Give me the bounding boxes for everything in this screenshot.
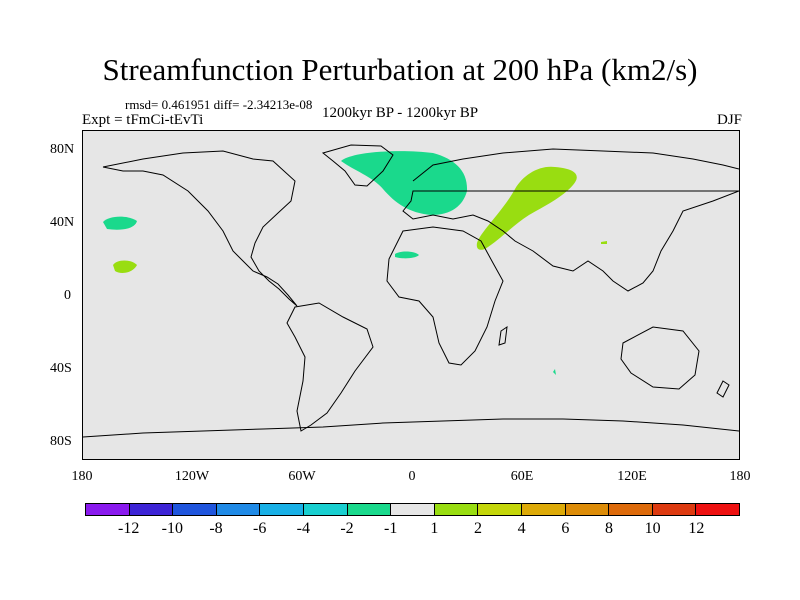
coast-south-america bbox=[286, 302, 374, 432]
x-tick-label: 60W bbox=[288, 469, 316, 484]
colorbar-box bbox=[216, 504, 261, 515]
colorbar-box bbox=[565, 504, 610, 515]
stats-line: rmsd= 0.461951 diff= -2.34213e-08 bbox=[125, 97, 313, 112]
region-indian-ocean bbox=[553, 369, 556, 375]
chart-title: Streamfunction Perturbation at 200 hPa (… bbox=[102, 52, 698, 87]
colorbar-box bbox=[391, 504, 435, 515]
y-tick-label: 80N bbox=[50, 142, 75, 157]
colorbar-box bbox=[347, 504, 392, 515]
coast-madagascar bbox=[498, 325, 508, 346]
x-tick-label: 60E bbox=[510, 469, 534, 484]
y-tick-label: 0 bbox=[64, 288, 71, 303]
colorbar-box bbox=[129, 504, 174, 515]
region-north-africa bbox=[395, 251, 419, 259]
world-map bbox=[83, 144, 739, 438]
experiment-label: Expt = tFmCi-tEvTi bbox=[82, 112, 204, 128]
colorbar-box bbox=[652, 504, 697, 515]
region-east-asia bbox=[601, 241, 607, 244]
colorbar-label: -12 bbox=[117, 520, 140, 537]
colorbar-box bbox=[260, 504, 304, 515]
colorbar-box bbox=[478, 504, 522, 515]
colorbar-label: -1 bbox=[383, 520, 398, 537]
x-tick-label: 180 bbox=[729, 469, 751, 484]
colorbar-label: -4 bbox=[296, 520, 310, 537]
y-tick-label: 80S bbox=[50, 434, 72, 449]
colorbar-label: 4 bbox=[517, 520, 526, 537]
x-tick-label: 120W bbox=[174, 469, 210, 484]
coast-north-america bbox=[102, 150, 298, 307]
anomaly-shading bbox=[103, 151, 607, 375]
y-tick-label: 40N bbox=[50, 215, 75, 230]
coastlines bbox=[83, 144, 739, 438]
colorbar-label: -2 bbox=[340, 520, 354, 537]
colorbar-box bbox=[609, 504, 653, 515]
region-middle-east-central-asia bbox=[476, 166, 577, 250]
colorbar-label: 12 bbox=[688, 520, 705, 537]
region-north-pacific bbox=[103, 216, 137, 230]
colorbar-label: 6 bbox=[561, 520, 570, 537]
colorbar-label: 1 bbox=[430, 520, 439, 537]
colorbar-box bbox=[86, 504, 130, 515]
coast-greenland bbox=[321, 144, 394, 187]
y-tick-label: 40S bbox=[50, 361, 72, 376]
colorbar-box bbox=[696, 504, 739, 515]
x-tick-label: 0 bbox=[408, 469, 416, 484]
coast-antarctica bbox=[83, 418, 739, 438]
coast-eurasia bbox=[402, 148, 739, 292]
period-label: 1200kyr BP - 1200kyr BP bbox=[322, 105, 479, 121]
coast-africa bbox=[386, 226, 504, 366]
region-north-atlantic-europe bbox=[341, 151, 468, 215]
colorbar-label: 2 bbox=[474, 520, 482, 537]
colorbar-label: -6 bbox=[252, 520, 267, 537]
coast-australia bbox=[620, 326, 700, 390]
colorbar-box bbox=[521, 504, 566, 515]
colorbar-label: 8 bbox=[605, 520, 613, 537]
colorbar-box bbox=[303, 504, 348, 515]
region-central-pacific bbox=[113, 260, 137, 273]
season-label: DJF bbox=[716, 112, 742, 128]
coast-new-zealand bbox=[716, 380, 730, 398]
map-panel bbox=[82, 130, 740, 460]
x-tick-label: 180 bbox=[71, 469, 93, 484]
colorbar-label: -8 bbox=[209, 520, 223, 537]
x-tick-label: 120E bbox=[617, 469, 647, 484]
colorbar bbox=[85, 503, 740, 516]
colorbar-box bbox=[173, 504, 217, 515]
colorbar-box bbox=[434, 504, 479, 515]
colorbar-label: -10 bbox=[161, 520, 183, 537]
colorbar-label: 10 bbox=[644, 520, 661, 537]
